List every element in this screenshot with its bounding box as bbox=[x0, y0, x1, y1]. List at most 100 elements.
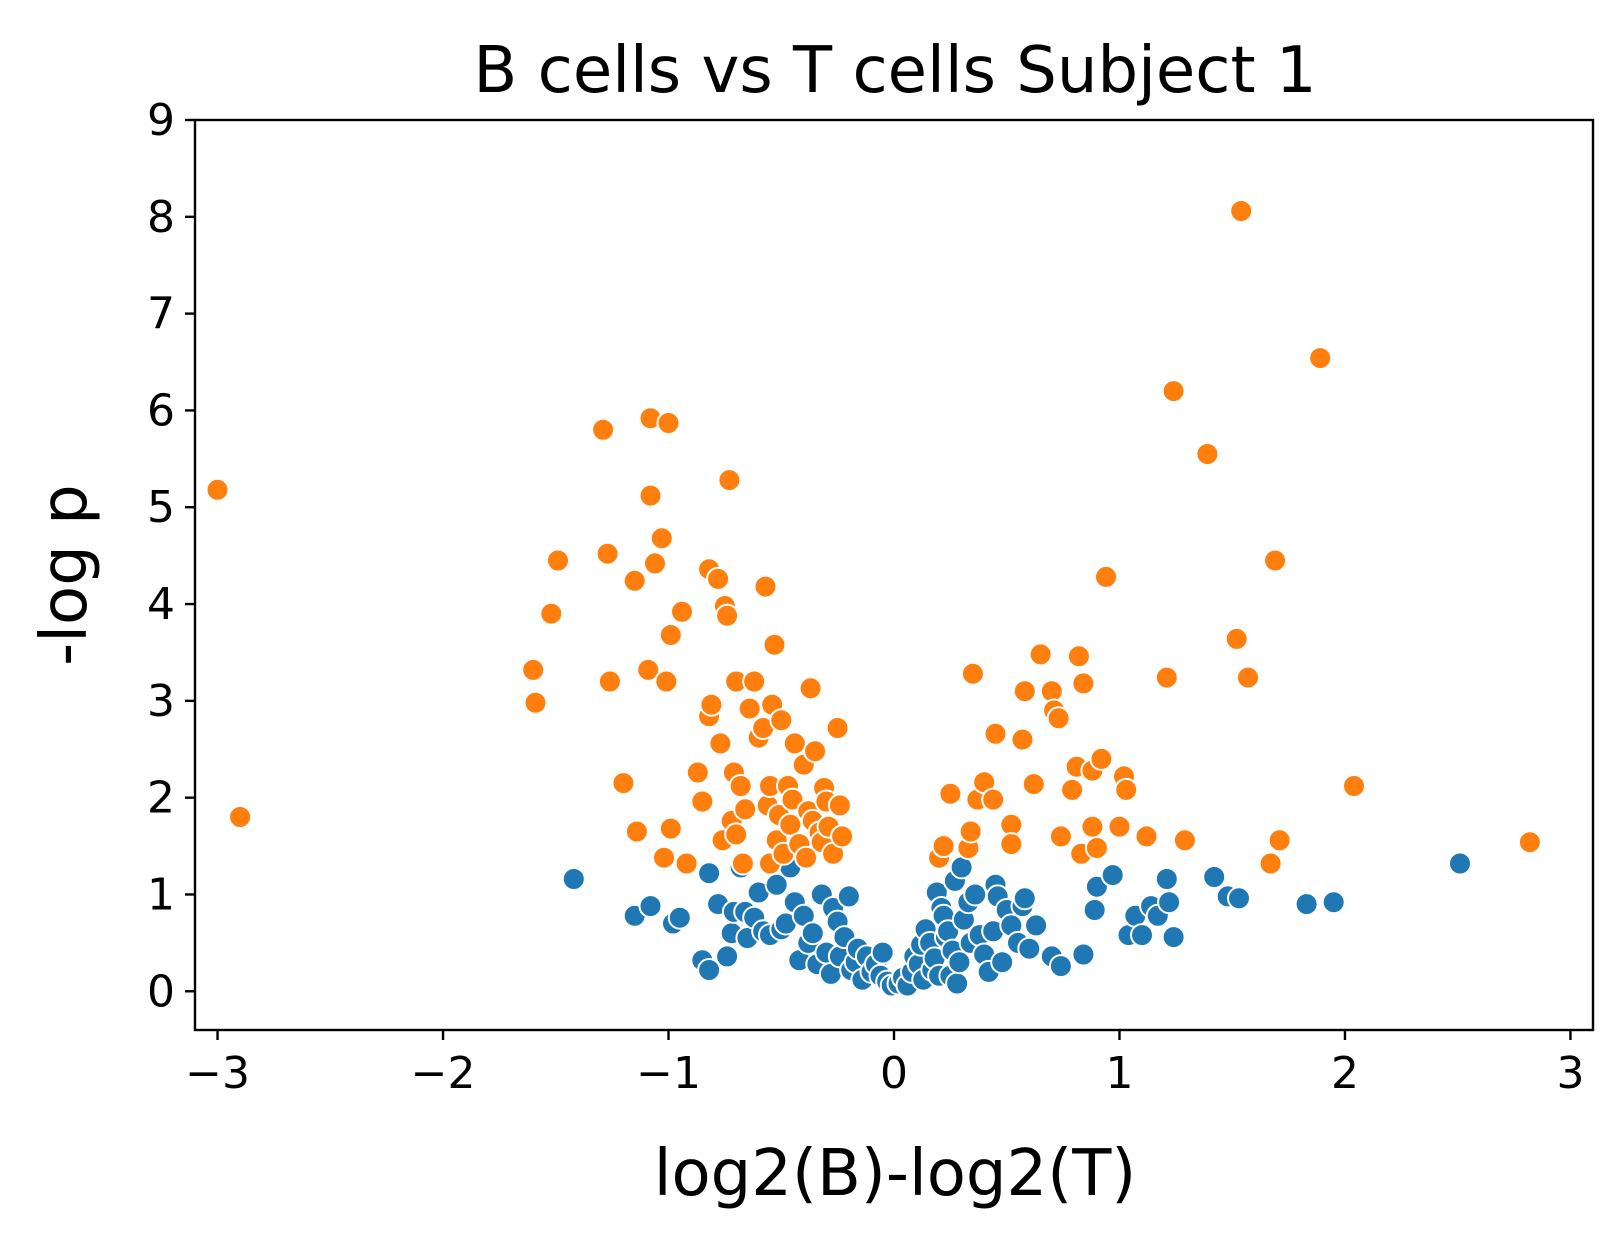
y-axis: 0 1 2 3 4 5 6 7 8 9 bbox=[147, 95, 195, 1017]
orange-point-28 bbox=[699, 692, 724, 717]
y-tick-label: 0 bbox=[147, 966, 175, 1017]
blue-point-9 bbox=[715, 944, 740, 969]
orange-point-85 bbox=[983, 721, 1008, 746]
blue-point-101 bbox=[1154, 867, 1179, 891]
orange-point-110 bbox=[1154, 665, 1179, 690]
y-tick-label: 2 bbox=[147, 773, 175, 824]
y-tick-label: 5 bbox=[147, 482, 175, 533]
orange-point-90 bbox=[1021, 772, 1046, 797]
orange-point-1 bbox=[228, 805, 253, 829]
y-tick-label: 1 bbox=[147, 869, 175, 920]
blue-point-98 bbox=[1130, 923, 1154, 948]
blue-point-45 bbox=[870, 940, 895, 965]
orange-point-117 bbox=[1258, 851, 1283, 876]
orange-point-64 bbox=[798, 676, 823, 701]
orange-point-122 bbox=[1517, 830, 1542, 855]
y-tick-label: 4 bbox=[147, 579, 175, 630]
orange-point-3 bbox=[523, 690, 548, 715]
orange-point-75 bbox=[830, 824, 855, 849]
orange-point-84 bbox=[981, 787, 1006, 812]
orange-point-113 bbox=[1195, 442, 1220, 466]
blue-point-87 bbox=[1012, 886, 1037, 911]
blue-point-4 bbox=[667, 905, 692, 930]
orange-point-2 bbox=[521, 657, 546, 682]
orange-point-73 bbox=[825, 716, 850, 740]
orange-point-41 bbox=[733, 797, 758, 822]
blue-point-2 bbox=[638, 894, 663, 919]
y-tick-label: 6 bbox=[147, 385, 175, 436]
orange-point-24 bbox=[685, 760, 710, 785]
orange-point-74 bbox=[827, 793, 852, 818]
blue-point-108 bbox=[1321, 890, 1346, 915]
orange-point-23 bbox=[674, 851, 699, 876]
orange-point-17 bbox=[652, 845, 676, 870]
orange-point-8 bbox=[597, 669, 622, 694]
orange-point-57 bbox=[778, 812, 803, 837]
orange-point-62 bbox=[794, 845, 819, 870]
x-axis-label: log2(B)-log2(T) bbox=[654, 1137, 1137, 1211]
x-tick-label: 3 bbox=[1556, 1048, 1584, 1099]
orange-point-114 bbox=[1224, 626, 1249, 651]
orange-point-40 bbox=[730, 851, 755, 876]
orange-point-21 bbox=[658, 623, 683, 647]
orange-point-20 bbox=[658, 816, 683, 841]
blue-point-75 bbox=[963, 882, 988, 907]
orange-point-94 bbox=[1046, 706, 1071, 731]
blue-point-106 bbox=[1227, 886, 1251, 911]
orange-point-7 bbox=[595, 541, 620, 566]
orange-point-42 bbox=[737, 696, 762, 721]
blue-point-69 bbox=[945, 971, 970, 996]
blue-point-109 bbox=[1448, 851, 1472, 876]
orange-point-13 bbox=[638, 483, 663, 508]
blue-point-107 bbox=[1294, 892, 1319, 917]
orange-point-119 bbox=[1267, 828, 1292, 853]
x-tick-label: 2 bbox=[1331, 1048, 1359, 1099]
blue-point-89 bbox=[1024, 913, 1049, 938]
blue-point-82 bbox=[990, 950, 1015, 975]
blue-point-102 bbox=[1157, 890, 1182, 915]
orange-point-0 bbox=[205, 477, 230, 502]
orange-point-37 bbox=[724, 822, 749, 847]
y-tick-label: 7 bbox=[147, 289, 175, 340]
x-axis: −3 −2 −1 0 1 2 3 bbox=[185, 1030, 1584, 1099]
blue-point-104 bbox=[1202, 865, 1227, 889]
x-tick-label: −3 bbox=[185, 1048, 250, 1099]
orange-point-109 bbox=[1134, 824, 1159, 849]
orange-point-112 bbox=[1172, 828, 1197, 853]
orange-point-121 bbox=[1342, 774, 1366, 798]
x-tick-label: −1 bbox=[636, 1048, 701, 1099]
data-points bbox=[205, 199, 1542, 998]
orange-point-95 bbox=[1048, 824, 1073, 849]
orange-point-120 bbox=[1308, 346, 1333, 371]
blue-point-0 bbox=[561, 867, 586, 891]
blue-point-92 bbox=[1071, 942, 1096, 967]
y-axis-label: -log p bbox=[28, 484, 102, 666]
orange-point-100 bbox=[1071, 671, 1096, 696]
orange-point-22 bbox=[670, 599, 694, 624]
orange-point-80 bbox=[958, 819, 983, 844]
orange-point-15 bbox=[643, 551, 667, 576]
blue-point-70 bbox=[947, 950, 972, 975]
blue-point-91 bbox=[1048, 954, 1073, 979]
orange-point-5 bbox=[546, 548, 570, 573]
orange-point-39 bbox=[728, 774, 753, 798]
orange-point-6 bbox=[591, 417, 616, 442]
orange-point-115 bbox=[1229, 199, 1254, 223]
blue-point-6 bbox=[697, 958, 722, 982]
x-tick-label: 1 bbox=[1105, 1048, 1133, 1099]
orange-point-4 bbox=[539, 601, 564, 626]
orange-point-66 bbox=[803, 739, 828, 764]
orange-point-96 bbox=[1060, 777, 1085, 802]
blue-point-93 bbox=[1082, 898, 1107, 922]
orange-point-34 bbox=[717, 468, 742, 493]
orange-point-87 bbox=[999, 832, 1024, 857]
blue-point-7 bbox=[697, 861, 722, 886]
orange-point-9 bbox=[611, 771, 636, 796]
orange-point-101 bbox=[1080, 814, 1105, 839]
blue-point-27 bbox=[800, 921, 825, 946]
blue-point-36 bbox=[836, 884, 861, 909]
orange-point-103 bbox=[1084, 836, 1109, 860]
orange-point-12 bbox=[636, 657, 661, 682]
orange-point-106 bbox=[1107, 814, 1132, 839]
